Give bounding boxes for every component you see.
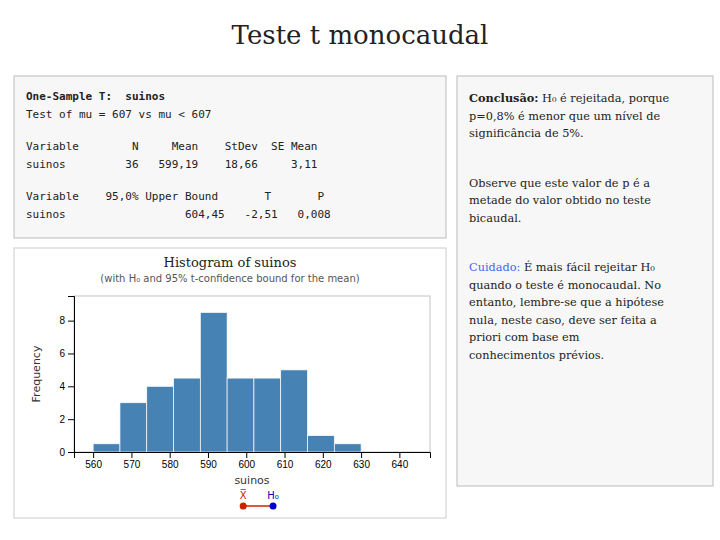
x-tick-mark [285, 452, 286, 458]
stats-line: Variable N Mean StDev SE Mean [26, 140, 317, 153]
x-tick-mark [399, 452, 400, 458]
x-tick: 600 [238, 452, 255, 470]
y-tick: 4 [59, 381, 74, 392]
y-tick: 6 [59, 348, 74, 359]
y-tick-mark [68, 386, 74, 387]
marker-label: X̅ [240, 489, 247, 501]
x-tick: 640 [392, 452, 409, 470]
text-line: Observe que este valor de p é a [469, 177, 650, 190]
x-tick-label: 610 [277, 459, 294, 470]
stats-line: Variable 95,0% Upper Bound T P [26, 190, 324, 203]
x-tick-label: 560 [85, 459, 102, 470]
y-tick-label: 8 [59, 315, 65, 326]
y-axis-title: Frequency [30, 345, 43, 402]
text-line: Conclusão: H₀ é rejeitada, porque [469, 91, 670, 105]
x-tick: 580 [162, 452, 179, 470]
y-tick: 0 [59, 447, 74, 458]
marker-dot [240, 503, 247, 510]
bar [93, 444, 120, 452]
text-line: entanto, lembre-se que a hipótese [469, 296, 664, 309]
text-line: p=0,8% é menor que um nível de [469, 110, 660, 123]
bar [120, 403, 147, 452]
x-tick-mark [131, 452, 132, 458]
y-tick-label: 2 [59, 414, 65, 425]
y-tick-mark [68, 321, 74, 322]
x-tick: 620 [315, 452, 332, 470]
marker-label: H₀ [267, 490, 279, 501]
marker-dot [270, 503, 277, 510]
x-tick: 590 [200, 452, 217, 470]
stats-line: One-Sample T: suinos [26, 90, 165, 103]
x-tick-label: 600 [238, 459, 255, 470]
bar [200, 312, 227, 452]
y-tick-mark [68, 353, 74, 354]
stats-line: Test of mu = 607 vs mu < 607 [26, 108, 211, 121]
stats-line: suinos 604,45 -2,51 0,008 [26, 208, 331, 221]
x-tick: 560 [85, 452, 102, 470]
x-tick-label: 620 [315, 459, 332, 470]
x-tick: 570 [124, 452, 141, 470]
bar [227, 378, 254, 452]
y-tick-label: 4 [59, 381, 65, 392]
x-tick-mark [361, 452, 362, 458]
bar [254, 378, 281, 452]
x-tick-label: 640 [392, 459, 409, 470]
bar [308, 436, 335, 452]
histogram-title: Histogram of suinos [164, 255, 297, 270]
histogram-subtitle: (with H₀ and 95% t-confidence bound for … [100, 273, 359, 284]
text-line: nula, neste caso, deve ser feita a [469, 314, 657, 327]
x-tick-label: 630 [353, 459, 370, 470]
text-line: bicaudal. [469, 212, 521, 225]
x-axis: 560 570 580 590 600 610 620 630 640 [75, 452, 431, 470]
bar [147, 386, 174, 452]
y-tick-mark [68, 452, 74, 453]
x-tick: 610 [277, 452, 294, 470]
text-line: significância de 5%. [469, 127, 584, 140]
y-tick-label: 0 [59, 447, 65, 458]
x-axis-title: suinos [234, 474, 269, 487]
y-tick-mark [68, 419, 74, 420]
text-line: Cuidado: É mais fácil rejeitar H₀ [469, 260, 655, 274]
x-axis-line [75, 453, 431, 459]
plot-frame [74, 296, 430, 452]
x-tick-label: 590 [200, 459, 217, 470]
text-line: metade do valor obtido no teste [469, 194, 651, 207]
text-line: conhecimentos prévios. [469, 349, 604, 362]
y-tick: 8 [59, 315, 74, 326]
stats-line: suinos 36 599,19 18,66 3,11 [26, 158, 317, 171]
x-tick-mark [170, 452, 171, 458]
bar [174, 378, 201, 452]
stats-box [14, 76, 446, 238]
text-line: priori com base em [469, 331, 580, 344]
x-tick-mark [246, 452, 247, 458]
y-tick-label: 6 [59, 348, 65, 359]
x-tick-label: 580 [162, 459, 179, 470]
x-tick-label: 570 [124, 459, 141, 470]
marker-link [243, 505, 273, 507]
bar [361, 452, 388, 453]
y-tick: 2 [59, 414, 74, 425]
x-tick-mark [208, 452, 209, 458]
bar [334, 444, 361, 452]
y-axis: 0 2 4 6 8 [59, 297, 74, 458]
histogram-panel [14, 248, 446, 518]
chart: Teste t monocaudal One-Sample T: suinos Te… [0, 0, 720, 540]
text-line: quando o teste é monocaudal. No [469, 279, 661, 292]
y-axis-line [68, 297, 75, 453]
bar [281, 370, 308, 452]
x-tick: 630 [353, 452, 370, 470]
x-tick-mark [323, 452, 324, 458]
x-tick-mark [93, 452, 94, 458]
text-box [457, 76, 713, 486]
bars [93, 312, 361, 452]
bar [388, 452, 415, 453]
title: Teste t monocaudal [232, 20, 489, 50]
